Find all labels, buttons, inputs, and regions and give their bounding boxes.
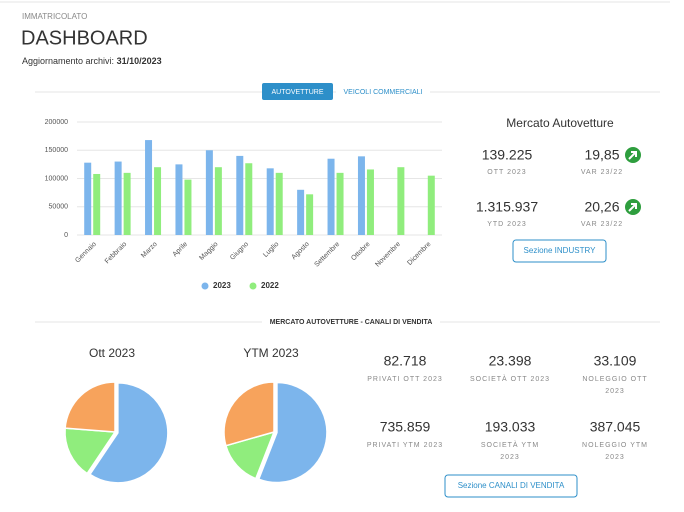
panel-title: Mercato Autovetture xyxy=(506,116,614,130)
bar xyxy=(93,173,101,235)
x-tick-label: Aprile xyxy=(172,241,190,259)
kpi-value: 33.109 xyxy=(594,353,637,369)
kpi-value: 193.033 xyxy=(485,419,536,435)
tab[interactable]: VEICOLI COMMERCIALI xyxy=(344,89,423,96)
bar xyxy=(154,167,162,235)
page-title: DASHBOARD xyxy=(21,27,148,49)
section-label: IMMATRICOLATO xyxy=(22,12,87,21)
update-label: Aggiornamento archivi: xyxy=(22,56,114,66)
y-tick-label: 50000 xyxy=(49,204,69,211)
kpi-value: 20,26 xyxy=(584,199,619,215)
update-info: Aggiornamento archivi: 31/10/2023 xyxy=(22,56,162,66)
pie-slice xyxy=(88,382,169,484)
up-arrow-icon xyxy=(625,199,641,215)
legend-label: 2022 xyxy=(261,281,279,290)
bar xyxy=(205,150,213,235)
pie-title: YTM 2023 xyxy=(243,346,299,360)
tab-inactive[interactable] xyxy=(336,83,430,100)
bar xyxy=(336,172,344,235)
kpi-value: 82.718 xyxy=(384,353,427,369)
kpi-label: VAR 23/22 xyxy=(581,221,623,228)
kpi-label: NOLEGGIO YTM xyxy=(582,442,648,449)
legend-marker xyxy=(201,282,209,290)
kpi-label: YTD 2023 xyxy=(487,221,527,228)
kpi-label: 2023 xyxy=(500,454,520,461)
y-tick-label: 100000 xyxy=(45,175,68,182)
x-tick-label: Luglio xyxy=(262,241,280,259)
kpi-value: 735.859 xyxy=(380,419,431,435)
bar xyxy=(245,163,253,235)
bar xyxy=(327,158,335,235)
update-date: 31/10/2023 xyxy=(117,56,162,66)
section-title: MERCATO AUTOVETTURE - CANALI DI VENDITA xyxy=(270,319,433,326)
bar xyxy=(397,167,405,235)
y-tick-label: 150000 xyxy=(45,147,68,154)
x-tick-label: Gennaio xyxy=(74,241,98,265)
title-background xyxy=(262,316,440,328)
bar xyxy=(84,162,92,235)
kpi-label: OTT 2023 xyxy=(487,169,526,176)
kpi-label: SOCIETÀ OTT 2023 xyxy=(470,374,550,383)
tab-active[interactable] xyxy=(262,83,333,100)
pie-title: Ott 2023 xyxy=(89,346,135,360)
bar xyxy=(145,140,153,235)
button[interactable] xyxy=(444,474,578,498)
x-tick-label: Settembre xyxy=(313,241,341,269)
legend-marker xyxy=(249,282,257,290)
x-tick-label: Novembre xyxy=(374,241,402,269)
x-tick-label: Febbraio xyxy=(104,241,129,266)
bar xyxy=(427,175,435,235)
x-tick-label: Ottobre xyxy=(350,241,372,263)
tab[interactable]: AUTOVETTURE xyxy=(272,89,324,96)
kpi-label: PRIVATI YTM 2023 xyxy=(367,442,443,449)
bar xyxy=(297,189,305,235)
bar xyxy=(184,179,192,235)
x-tick-label: Agosto xyxy=(290,241,310,261)
x-tick-label: Giugno xyxy=(229,241,250,262)
kpi-value: 23.398 xyxy=(489,353,532,369)
bar xyxy=(236,155,244,235)
bar xyxy=(114,161,122,235)
bar xyxy=(275,172,283,235)
kpi-value: 1.315.937 xyxy=(476,199,538,215)
x-tick-label: Maggio xyxy=(198,241,219,262)
up-arrow-icon xyxy=(625,147,641,163)
bar xyxy=(357,156,365,235)
pie-slice xyxy=(64,427,117,475)
bar xyxy=(123,172,131,235)
kpi-value: 19,85 xyxy=(584,147,619,163)
bar xyxy=(266,168,274,235)
button-label[interactable]: Sezione CANALI DI VENDITA xyxy=(458,481,565,490)
button[interactable] xyxy=(512,239,607,263)
kpi-label: 2023 xyxy=(605,388,625,395)
kpi-value: 387.045 xyxy=(590,419,641,435)
x-tick-label: Marzo xyxy=(140,241,159,260)
button-label[interactable]: Sezione INDUSTRY xyxy=(524,246,597,255)
bar xyxy=(306,194,314,235)
pie-slice xyxy=(223,381,275,447)
kpi-label: PRIVATI OTT 2023 xyxy=(367,376,443,383)
kpi-label: NOLEGGIO OTT xyxy=(582,376,647,383)
kpi-label: 2023 xyxy=(605,454,625,461)
bar xyxy=(175,164,183,235)
pie-slice xyxy=(257,381,328,484)
bar xyxy=(214,167,222,235)
legend-label: 2023 xyxy=(213,281,231,290)
kpi-label: SOCIETÀ YTM xyxy=(481,440,539,449)
bar xyxy=(366,169,374,235)
pie-slice xyxy=(64,381,116,433)
y-tick-label: 200000 xyxy=(45,119,68,126)
x-tick-label: Dicembre xyxy=(406,241,432,267)
y-tick-label: 0 xyxy=(64,232,68,239)
kpi-label: VAR 23/22 xyxy=(581,169,623,176)
kpi-value: 139.225 xyxy=(482,147,533,163)
